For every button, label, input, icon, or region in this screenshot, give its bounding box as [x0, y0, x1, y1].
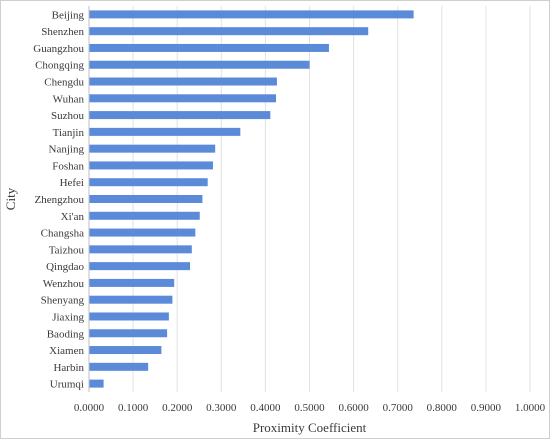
- category-label: Beijing: [52, 9, 85, 21]
- x-tick-label: 0.6000: [338, 402, 369, 414]
- bar: [89, 178, 208, 187]
- category-label: Qingdao: [46, 261, 84, 273]
- bar: [89, 228, 196, 237]
- bar: [89, 211, 200, 220]
- category-label: Baoding: [47, 328, 85, 340]
- x-tick-label: 0.7000: [383, 402, 414, 414]
- category-label: Xi'an: [61, 211, 85, 223]
- category-label: Zhengzhou: [35, 194, 85, 206]
- bar: [89, 312, 169, 321]
- category-label: Jiaxing: [52, 311, 84, 323]
- category-label: Hefei: [60, 177, 84, 189]
- category-label: Shenyang: [41, 295, 85, 307]
- category-label: Suzhou: [51, 110, 85, 122]
- category-label: Urumqi: [50, 379, 84, 391]
- category-label: Foshan: [52, 160, 84, 172]
- bar: [89, 262, 191, 271]
- bar: [89, 127, 241, 136]
- x-tick-label: 0.9000: [471, 402, 502, 414]
- bar: [89, 278, 175, 287]
- category-label: Tianjin: [53, 127, 85, 139]
- x-tick-label: 0.1000: [118, 402, 149, 414]
- category-label: Harbin: [53, 362, 84, 374]
- bar: [89, 10, 414, 19]
- x-tick-label: 0.3000: [206, 402, 237, 414]
- bar: [89, 60, 310, 69]
- category-label: Nanjing: [49, 144, 85, 156]
- category-label: Guangzhou: [33, 43, 84, 55]
- x-tick-label: 0.0000: [74, 402, 105, 414]
- category-label: Wenzhou: [43, 278, 85, 290]
- bar: [89, 77, 277, 86]
- x-axis-title: Proximity Coefficient: [253, 420, 367, 435]
- grid-lines: [88, 6, 531, 392]
- y-axis-title: City: [3, 187, 18, 210]
- x-tick-label: 0.4000: [250, 402, 281, 414]
- category-label: Shenzhen: [41, 26, 84, 38]
- bar: [89, 27, 369, 36]
- bar: [89, 379, 104, 388]
- category-label: Taizhou: [49, 244, 85, 256]
- x-tick-label: 0.2000: [162, 402, 193, 414]
- bars: [89, 10, 414, 388]
- bar: [89, 329, 168, 338]
- category-label: Chengdu: [44, 77, 84, 89]
- bar: [89, 195, 203, 203]
- category-label: Xiamen: [49, 345, 84, 357]
- x-tick-label: 0.5000: [294, 402, 325, 414]
- category-label: Changsha: [41, 228, 85, 240]
- bar: [89, 245, 192, 254]
- bar: [89, 346, 162, 355]
- bar: [89, 43, 329, 52]
- x-tick-labels: 0.0000 0.1000 0.2000 0.3000 0.4000 0.5000 0.60…: [74, 402, 546, 414]
- bar: [89, 295, 173, 304]
- category-labels: Beijing Shenzhen Guangzhou Chongqing Chengdu…: [33, 9, 84, 390]
- bar: [89, 94, 277, 103]
- bar: [89, 161, 213, 170]
- bar: [89, 144, 216, 153]
- x-tick-label: 1.0000: [515, 402, 546, 414]
- category-label: Chongqing: [35, 60, 84, 72]
- x-tick-label: 0.8000: [427, 402, 458, 414]
- bar: [89, 362, 149, 371]
- bar: [89, 111, 271, 120]
- category-label: Wuhan: [53, 93, 85, 105]
